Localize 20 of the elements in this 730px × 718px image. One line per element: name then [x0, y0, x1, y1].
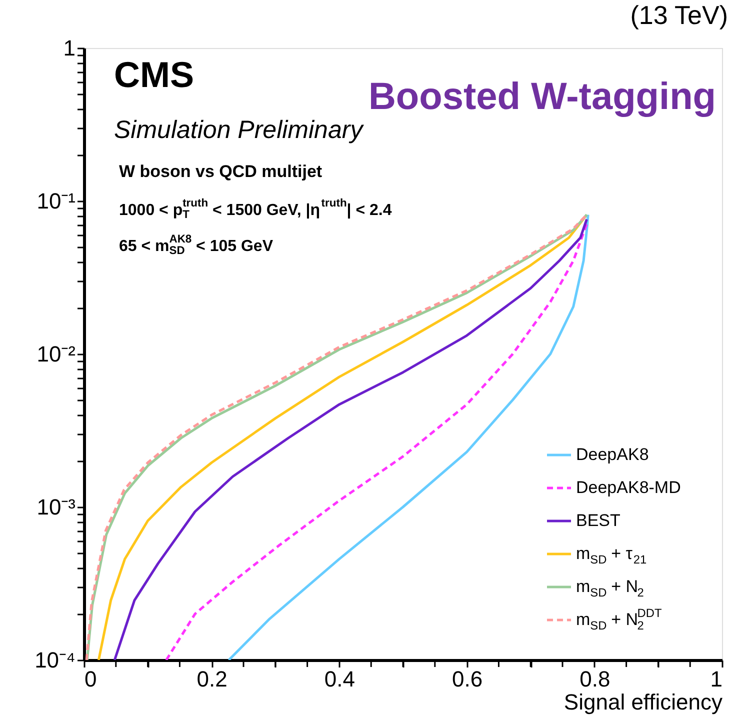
x-tick-label: 1	[710, 666, 722, 692]
text: Boosted W-tagging	[368, 76, 716, 118]
x-tick-label: 0	[84, 666, 97, 692]
y-tick-label: 10⁻²	[36, 342, 76, 366]
text: (13 TeV)	[630, 0, 728, 30]
annotation: CMS	[114, 54, 194, 95]
annotation: W boson vs QCD multijet	[119, 162, 322, 181]
legend-label: BEST	[576, 511, 620, 530]
y-tick-label: 10⁻³	[36, 494, 76, 520]
y-tick-label: 10⁻⁴	[34, 648, 76, 672]
x-tick-label: 0.4	[324, 666, 355, 692]
legend-label: DeepAK8	[576, 445, 649, 464]
y-tick-label: 10⁻¹	[36, 188, 76, 214]
x-tick-label: 0.2	[196, 666, 228, 692]
x-tick-label: 0.6	[452, 666, 483, 692]
annotation: Simulation Preliminary	[114, 116, 364, 144]
y-tick-label: 1	[63, 36, 76, 60]
legend-label: DeepAK8-MD	[576, 478, 681, 497]
x-tick-label: 0.8	[580, 666, 610, 692]
x-axis-title: Signal efficiency	[564, 690, 722, 714]
